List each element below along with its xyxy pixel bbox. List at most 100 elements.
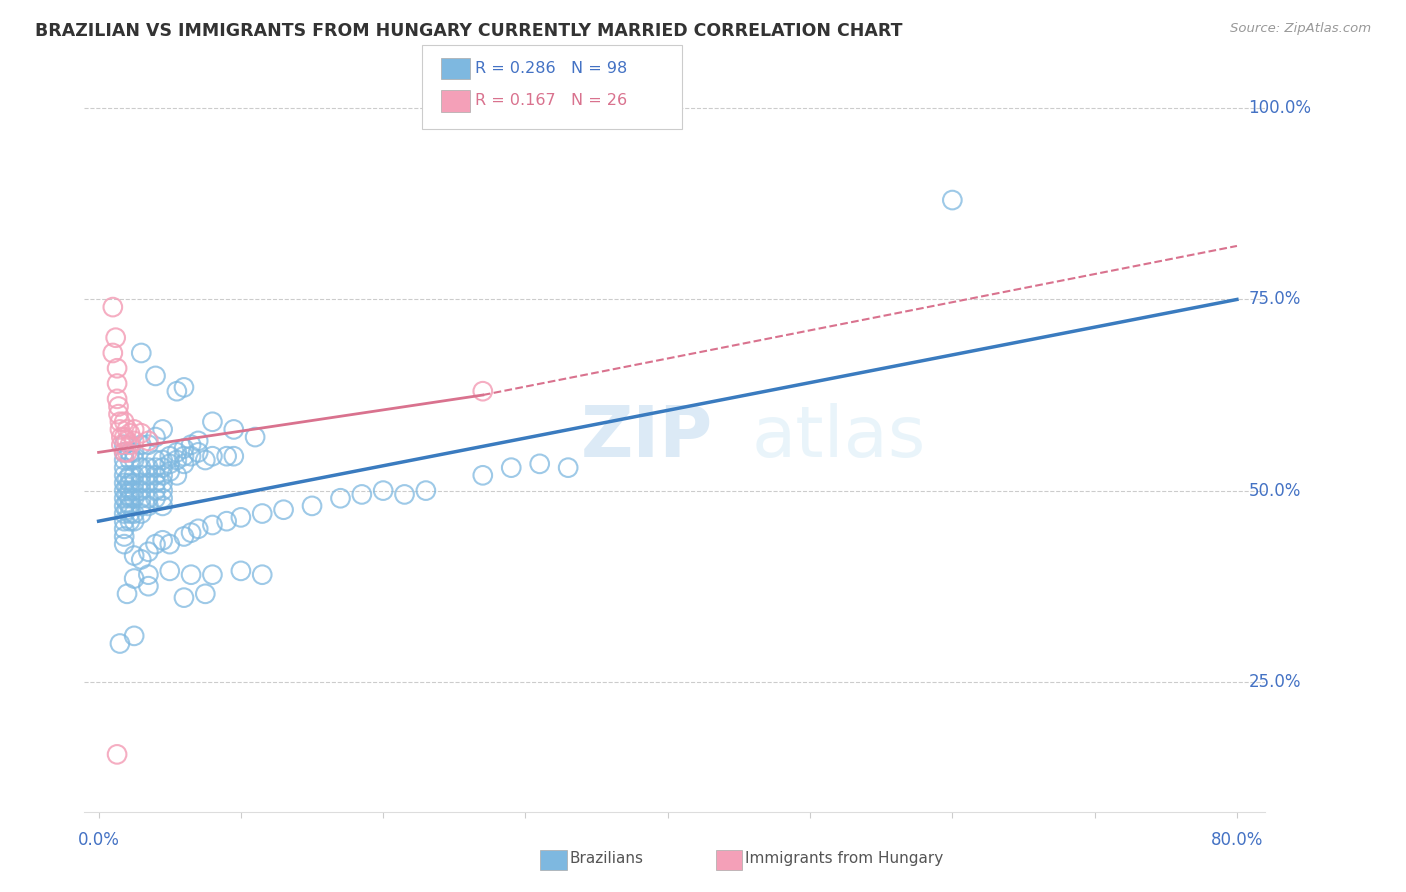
Point [222, 449, 245, 463]
Point [166, 453, 188, 467]
Point [118, 445, 141, 459]
Point [129, 346, 152, 360]
Point [122, 445, 145, 459]
Point [201, 449, 224, 463]
Point [138, 460, 160, 475]
Point [129, 483, 152, 498]
Point [145, 491, 167, 506]
Point [173, 529, 195, 543]
Point [129, 491, 152, 506]
Point [173, 457, 195, 471]
Point [118, 438, 141, 452]
Point [122, 629, 145, 643]
Point [108, 422, 131, 436]
Point [215, 514, 238, 528]
Point [138, 579, 160, 593]
Point [112, 537, 135, 551]
Point [415, 483, 437, 498]
Point [138, 491, 160, 506]
Point [129, 438, 152, 452]
Point [105, 376, 128, 391]
Point [152, 483, 174, 498]
Point [194, 587, 217, 601]
Point [112, 438, 135, 452]
Text: Immigrants from Hungary: Immigrants from Hungary [745, 851, 943, 865]
Point [301, 499, 323, 513]
Point [152, 499, 174, 513]
Point [166, 384, 188, 399]
Point [471, 468, 494, 483]
Point [173, 442, 195, 456]
Point [122, 514, 145, 528]
Point [115, 487, 138, 501]
Point [194, 453, 217, 467]
Point [115, 495, 138, 509]
Point [145, 468, 167, 483]
Point [122, 507, 145, 521]
Point [152, 475, 174, 490]
Point [118, 514, 141, 528]
Point [229, 510, 252, 524]
Point [118, 475, 141, 490]
Point [229, 564, 252, 578]
Point [129, 468, 152, 483]
Text: 80.0%: 80.0% [1211, 830, 1263, 849]
Point [329, 491, 352, 506]
Text: 50.0%: 50.0% [1249, 482, 1301, 500]
Point [122, 468, 145, 483]
Point [159, 449, 181, 463]
Point [273, 502, 295, 516]
Point [152, 453, 174, 467]
Point [112, 453, 135, 467]
Point [471, 384, 494, 399]
Point [173, 591, 195, 605]
Point [105, 747, 128, 762]
Point [107, 400, 129, 414]
Point [145, 453, 167, 467]
Point [201, 518, 224, 533]
Point [129, 460, 152, 475]
Text: Brazilians: Brazilians [569, 851, 644, 865]
Point [215, 449, 238, 463]
Point [201, 567, 224, 582]
Point [373, 483, 395, 498]
Point [180, 449, 202, 463]
Point [187, 445, 209, 459]
Point [152, 422, 174, 436]
Point [152, 460, 174, 475]
Point [129, 499, 152, 513]
Point [138, 567, 160, 582]
Point [118, 499, 141, 513]
Point [122, 453, 145, 467]
Point [112, 475, 135, 490]
Point [152, 491, 174, 506]
Point [152, 468, 174, 483]
Point [122, 434, 145, 448]
Point [145, 430, 167, 444]
Text: R = 0.286   N = 98: R = 0.286 N = 98 [475, 62, 627, 76]
Point [166, 468, 188, 483]
Text: 0.0%: 0.0% [77, 830, 120, 849]
Point [115, 434, 138, 448]
Point [118, 426, 141, 441]
Point [129, 552, 152, 566]
Point [129, 475, 152, 490]
Point [138, 434, 160, 448]
Point [145, 537, 167, 551]
Text: atlas: atlas [752, 402, 927, 472]
Point [529, 457, 551, 471]
Point [101, 300, 124, 314]
Point [108, 636, 131, 650]
Point [112, 430, 135, 444]
Point [112, 483, 135, 498]
Point [115, 502, 138, 516]
Point [101, 346, 124, 360]
Point [112, 529, 135, 543]
Point [118, 453, 141, 467]
Point [173, 380, 195, 394]
Point [118, 468, 141, 483]
Point [159, 564, 181, 578]
Point [122, 491, 145, 506]
Point [201, 415, 224, 429]
Point [222, 422, 245, 436]
